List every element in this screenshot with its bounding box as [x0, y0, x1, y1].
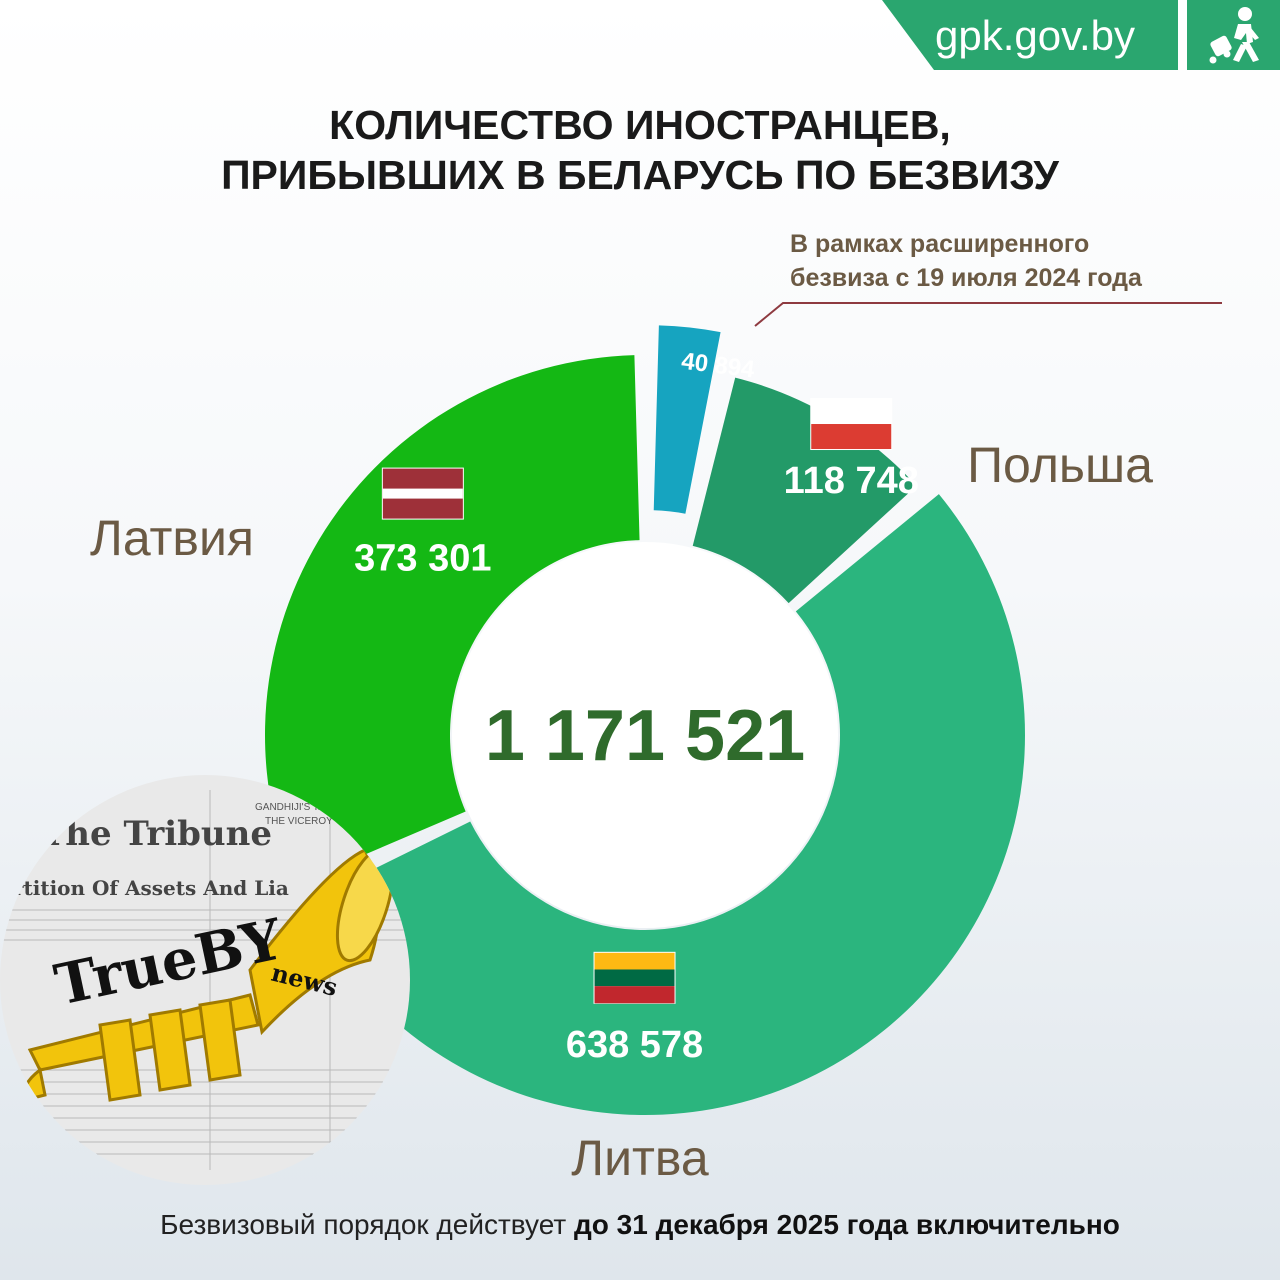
page-title: КОЛИЧЕСТВО ИНОСТРАНЦЕВ, ПРИБЫВШИХ В БЕЛА…: [140, 100, 1140, 200]
lithuania-flag: [593, 951, 676, 1004]
total-value: 1 171 521: [485, 696, 805, 776]
poland-flag: [810, 398, 893, 451]
footer-bold: до 31 декабря 2025 года включительно: [574, 1209, 1120, 1240]
hiker-badge: [1187, 0, 1280, 70]
newspaper-masthead: The Tribune: [40, 814, 272, 854]
newspaper-small-headline-2: THE VICEROY: [265, 816, 333, 827]
donut-slice-latvia: [265, 355, 640, 885]
site-banner: [882, 0, 1178, 70]
extended-visa-note: В рамках расширенного безвиза с 19 июля …: [790, 227, 1250, 295]
newspaper-headline: artition Of Assets And Lia: [0, 876, 289, 900]
donut-slice-lithuania: [304, 494, 1026, 1115]
footer: Безвизовый порядок действует до 31 декаб…: [0, 1207, 1280, 1243]
value-label-lithuania: 638 578: [566, 1024, 703, 1066]
donut-slice-extended: [653, 325, 721, 514]
note-line-2: безвиза с 19 июля 2024 года: [790, 264, 1142, 292]
value-label-poland: 118 748: [784, 460, 919, 502]
hiker-with-suitcase-icon: [1209, 7, 1259, 64]
latvia-flag: [381, 467, 464, 520]
title-line-1: КОЛИЧЕСТВО ИНОСТРАНЦЕВ,: [329, 102, 951, 148]
category-label-lithuania: Литва: [571, 1130, 709, 1186]
site-link[interactable]: gpk.gov.by: [935, 12, 1136, 59]
note-callout-line: [754, 302, 1222, 327]
title-line-2: ПРИБЫВШИХ В БЕЛАРУСЬ ПО БЕЗВИЗУ: [221, 152, 1059, 198]
footer-regular: Безвизовый порядок действует: [160, 1209, 567, 1240]
category-label-latvia: Латвия: [90, 510, 254, 566]
note-line-1: В рамках расширенного: [790, 230, 1090, 258]
trueby-news-logo: The Tribune artition Of Assets And Lia G…: [0, 775, 410, 1185]
donut-hole: [452, 542, 838, 928]
category-label-poland: Польша: [967, 437, 1153, 493]
newspaper-small-headline-1: GANDHIJI'S TALKS: [255, 802, 344, 813]
value-label-latvia: 373 301: [354, 538, 491, 580]
donut-slice-poland: [692, 377, 917, 604]
trumpet-icon: [22, 847, 395, 1102]
